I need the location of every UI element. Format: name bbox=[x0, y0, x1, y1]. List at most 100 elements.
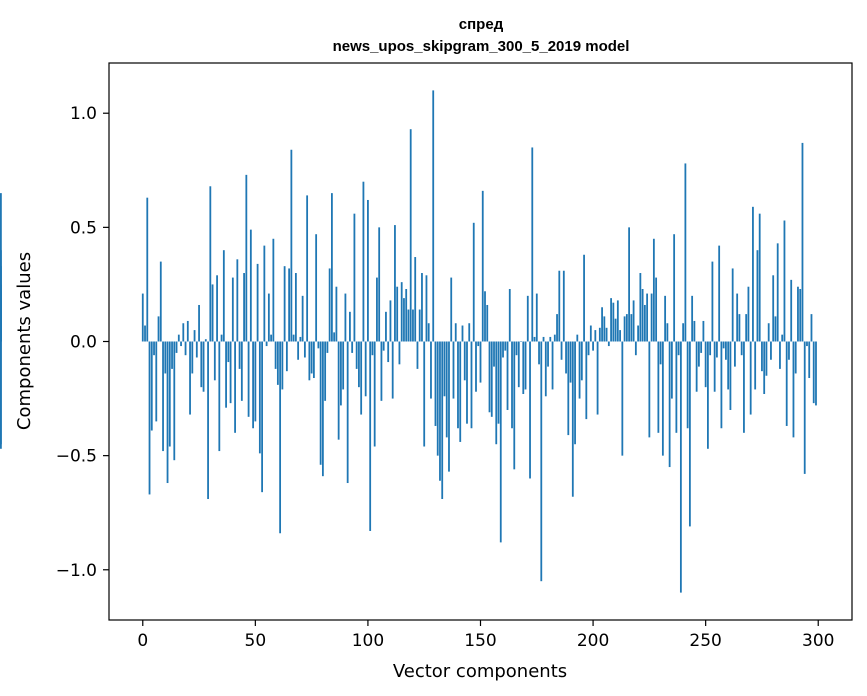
bar bbox=[610, 298, 612, 342]
bar bbox=[216, 275, 218, 342]
bar bbox=[265, 341, 268, 347]
bar bbox=[249, 229, 252, 342]
bar bbox=[765, 341, 768, 376]
bar bbox=[562, 270, 565, 342]
x-axis-label: Vector components bbox=[393, 661, 567, 682]
bar bbox=[340, 341, 342, 406]
bar bbox=[601, 307, 603, 342]
bar bbox=[538, 341, 540, 365]
bar bbox=[315, 234, 318, 342]
bar bbox=[799, 289, 802, 342]
bar bbox=[734, 341, 736, 367]
bar bbox=[740, 341, 743, 356]
bar bbox=[225, 341, 227, 408]
bar bbox=[256, 263, 259, 342]
bar bbox=[659, 341, 662, 365]
bar bbox=[592, 341, 594, 351]
x-axis-ticks: 0 50 100 150 200 250 300 bbox=[137, 620, 834, 651]
bar bbox=[763, 341, 766, 394]
bar bbox=[556, 314, 558, 342]
bar bbox=[171, 341, 173, 369]
bar bbox=[738, 314, 741, 342]
bar bbox=[585, 341, 588, 420]
bar bbox=[502, 341, 504, 358]
y-tick-label: 0.5 bbox=[70, 218, 97, 238]
bar bbox=[646, 293, 649, 342]
x-tick-label: 0 bbox=[137, 631, 148, 651]
bar bbox=[439, 341, 441, 481]
bar bbox=[263, 245, 266, 342]
bar bbox=[619, 330, 621, 342]
bar bbox=[184, 341, 187, 356]
bar bbox=[567, 341, 570, 436]
bar bbox=[488, 341, 491, 413]
bar bbox=[207, 341, 209, 500]
bar bbox=[722, 341, 725, 349]
bar bbox=[351, 341, 354, 353]
bar bbox=[729, 341, 732, 410]
bar bbox=[288, 268, 291, 342]
bar bbox=[409, 129, 412, 342]
bar bbox=[319, 341, 322, 465]
bar bbox=[150, 341, 153, 431]
bar bbox=[276, 341, 279, 385]
bar bbox=[234, 341, 236, 433]
x-tick-label: 300 bbox=[802, 631, 834, 651]
bar bbox=[668, 341, 671, 468]
x-tick-label: 150 bbox=[464, 631, 496, 651]
bar bbox=[153, 341, 155, 356]
bar bbox=[754, 341, 757, 390]
bar bbox=[634, 341, 637, 356]
bar bbox=[594, 330, 597, 342]
bar bbox=[661, 341, 664, 456]
bar bbox=[576, 334, 579, 342]
bar bbox=[193, 330, 196, 342]
bar bbox=[747, 286, 750, 342]
bar bbox=[427, 323, 430, 342]
bar bbox=[657, 341, 660, 433]
bar bbox=[267, 293, 270, 342]
bar bbox=[790, 279, 793, 342]
bar bbox=[758, 213, 761, 342]
bar bbox=[806, 341, 808, 347]
bar bbox=[202, 341, 205, 392]
x-tick-label: 200 bbox=[577, 631, 609, 651]
bar bbox=[670, 341, 673, 399]
bar bbox=[423, 341, 426, 447]
bar bbox=[218, 341, 221, 452]
bar bbox=[808, 341, 811, 379]
bar bbox=[394, 225, 396, 342]
bar bbox=[450, 277, 453, 342]
bar bbox=[666, 323, 669, 342]
bar bbox=[400, 282, 403, 342]
bar bbox=[709, 341, 712, 356]
bar bbox=[639, 273, 642, 342]
bar bbox=[718, 245, 721, 342]
bar bbox=[783, 220, 786, 342]
bar bbox=[346, 341, 349, 484]
bar bbox=[736, 293, 739, 342]
bar bbox=[630, 314, 633, 342]
bar bbox=[164, 341, 167, 374]
bar bbox=[477, 341, 480, 347]
bar bbox=[511, 341, 513, 429]
bar bbox=[772, 275, 775, 342]
bar bbox=[693, 320, 696, 342]
bar bbox=[551, 341, 554, 390]
bar bbox=[688, 341, 691, 527]
bar bbox=[815, 341, 817, 406]
bar bbox=[716, 341, 718, 358]
bar bbox=[198, 304, 200, 342]
bar bbox=[675, 341, 678, 433]
bar bbox=[186, 320, 189, 342]
bar bbox=[243, 273, 245, 342]
bar bbox=[441, 341, 444, 500]
bar bbox=[529, 341, 531, 479]
bar bbox=[574, 341, 576, 445]
bar bbox=[587, 341, 590, 356]
bar bbox=[222, 250, 225, 342]
bar bbox=[326, 341, 329, 353]
bar bbox=[531, 147, 534, 342]
bar bbox=[157, 316, 160, 342]
bar bbox=[794, 341, 797, 374]
